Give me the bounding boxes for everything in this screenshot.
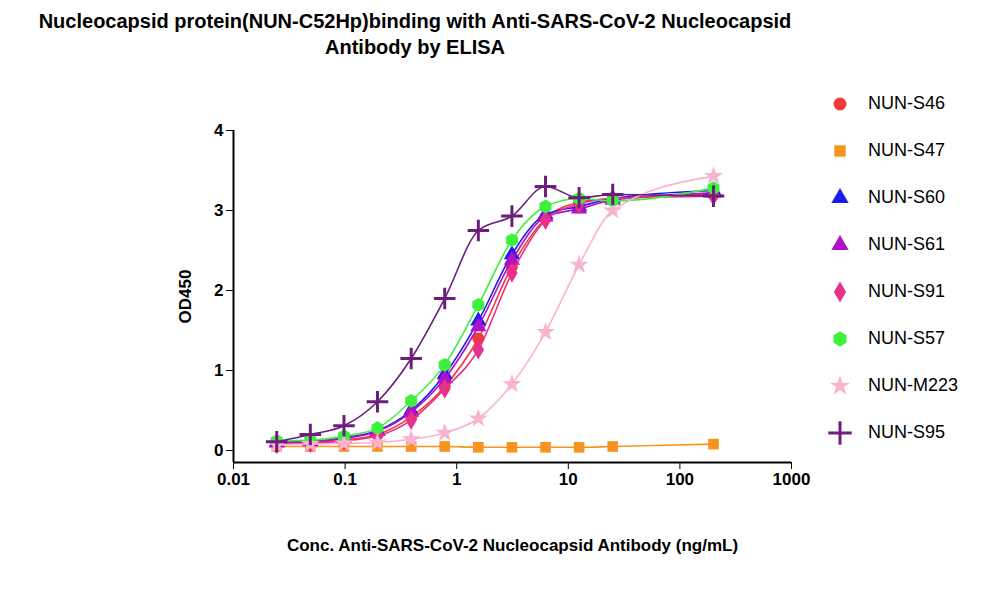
svg-text:0: 0 <box>214 441 223 460</box>
svg-text:3: 3 <box>214 201 223 220</box>
html-text:NUN-S57: NUN-S57 <box>868 328 945 348</box>
html-text:Nucleocapsid protein(NUN-C52Hp: Nucleocapsid protein(NUN-C52Hp)binding w… <box>38 10 792 58</box>
svg-text:Conc. Anti-SARS-CoV-2 Nucleoca: Conc. Anti-SARS-CoV-2 Nucleocapsid Antib… <box>287 536 738 555</box>
svg-text:1000: 1000 <box>773 470 811 489</box>
svg-text:OD450: OD450 <box>176 270 195 324</box>
html-text:NUN-S60: NUN-S60 <box>868 187 945 207</box>
html-text:NUN-S91: NUN-S91 <box>868 281 945 301</box>
svg-text:0.1: 0.1 <box>333 470 357 489</box>
html-text:NUN-S61: NUN-S61 <box>868 234 945 254</box>
svg-text:1: 1 <box>452 470 461 489</box>
html-text:NUN-M223: NUN-M223 <box>868 375 958 395</box>
html-text:NUN-S46: NUN-S46 <box>868 93 945 113</box>
svg-text:1: 1 <box>214 361 223 380</box>
svg-text:2: 2 <box>214 281 223 300</box>
svg-text:10: 10 <box>559 470 578 489</box>
svg-text:0.01: 0.01 <box>217 470 250 489</box>
html-text:NUN-S95: NUN-S95 <box>868 422 945 442</box>
svg-text:100: 100 <box>666 470 694 489</box>
svg-text:4: 4 <box>214 121 224 140</box>
html-text:NUN-S47: NUN-S47 <box>868 140 945 160</box>
